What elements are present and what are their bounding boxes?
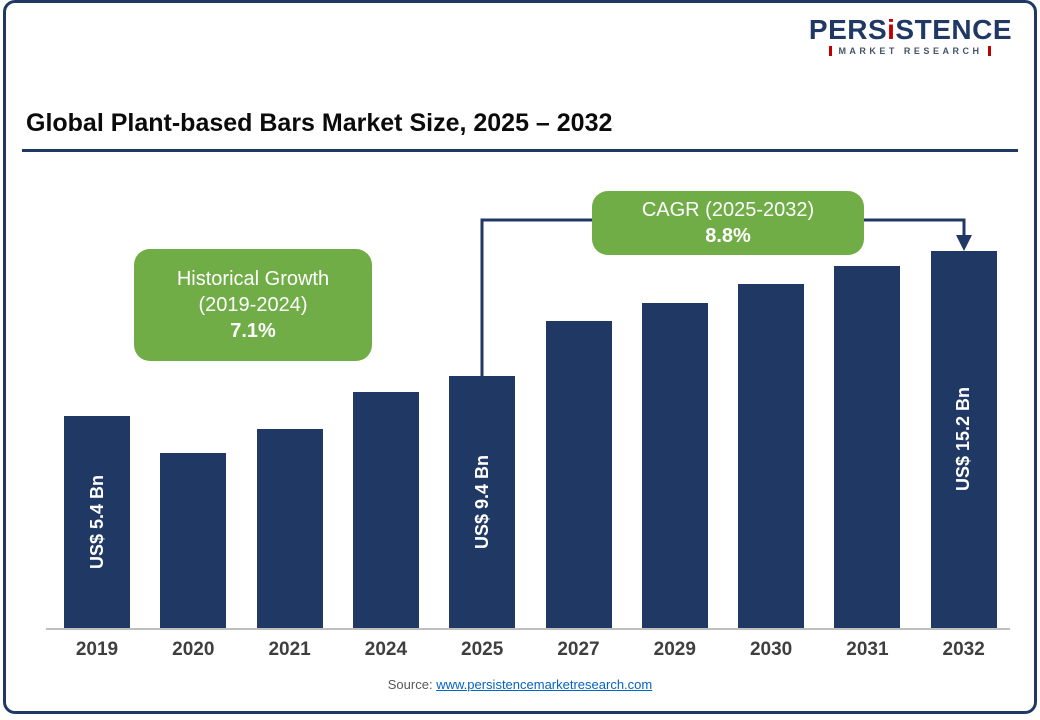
infographic-frame: PERSiSTENCE MARKET RESEARCH Global Plant… [3,0,1037,714]
bar-2025: US$ 9.4 Bn [449,376,516,628]
logo-text-post: STENCE [895,14,1012,45]
historical-growth-line1: Historical Growth [176,268,330,290]
source-line: Source: www.persistencemarketresearch.co… [6,677,1034,692]
bar-2021 [256,429,323,628]
logo-text-i: i [887,14,896,45]
x-axis-label-2027: 2027 [557,639,600,660]
bar-2031 [834,266,901,628]
logo: PERSiSTENCE MARKET RESEARCH [809,15,1012,57]
title-underline [22,149,1018,152]
x-axis-label-2029: 2029 [653,639,696,660]
x-axis-label-2031: 2031 [846,639,889,660]
x-axis-label-2025: 2025 [461,639,504,660]
bar-value-label-2032: US$ 15.2 Bn [953,387,974,492]
bar-value-label-2019: US$ 5.4 Bn [86,474,107,570]
cagr-value: 8.8% [705,225,751,247]
bar-2032: US$ 15.2 Bn [930,251,997,628]
bar-chart: US$ 5.4 Bn 2019 2020 2021 2024 US$ 9.4 Bn 2025… [6,3,1034,711]
historical-growth-callout: Historical Growth (2019-2024) 7.1% [134,249,372,361]
bar-2030 [738,284,805,628]
logo-wordmark: PERSiSTENCE [809,15,1012,44]
bar-2029 [641,303,708,628]
source-link[interactable]: www.persistencemarketresearch.com [436,677,653,692]
bar-2024 [352,392,419,628]
source-prefix: Source: [387,677,433,692]
cagr-line1: CAGR (2025-2032) [641,199,815,221]
logo-text-pre: PERS [808,14,888,45]
x-axis-label-2019: 2019 [75,639,119,660]
x-axis-label-2021: 2021 [268,639,311,660]
cagr-callout: CAGR (2025-2032) 8.8% [592,191,864,255]
logo-red-tick-right [988,46,992,57]
x-axis-label-2032: 2032 [942,639,985,660]
historical-growth-line2: (2019-2024) [198,294,308,316]
x-axis-label-2030: 2030 [749,639,793,660]
bar-2027 [545,321,612,628]
logo-red-tick-left [829,46,833,57]
x-axis-label-2024: 2024 [364,639,408,660]
bar-2019: US$ 5.4 Bn [64,416,130,628]
bar-2020 [160,453,227,628]
x-axis-label-2020: 2020 [172,639,215,660]
page-title: Global Plant-based Bars Market Size, 202… [26,109,613,137]
bar-value-label-2025: US$ 9.4 Bn [471,454,492,550]
historical-growth-value: 7.1% [230,320,276,342]
logo-subtitle-row: MARKET RESEARCH [809,46,1012,57]
logo-subtitle: MARKET RESEARCH [838,46,983,57]
x-axis-line [46,628,1010,630]
